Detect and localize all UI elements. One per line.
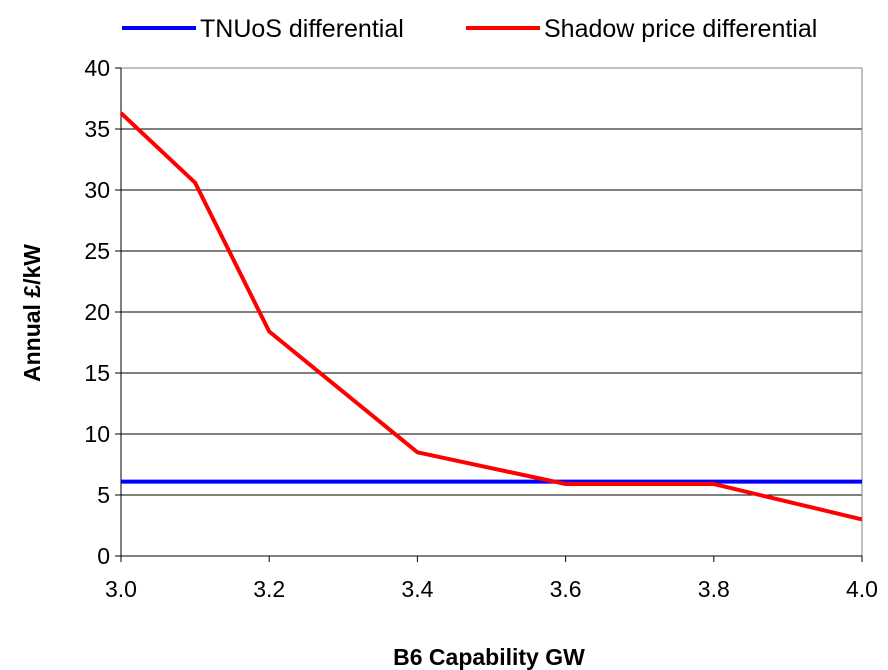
y-axis-title: Annual £/kW <box>19 244 45 382</box>
legend-label-tnuos: TNUoS differential <box>200 15 404 43</box>
x-tick-label: 3.4 <box>401 576 433 602</box>
y-tick-label: 0 <box>97 543 110 569</box>
y-tick-label: 40 <box>84 55 110 81</box>
legend-item-shadow-price: Shadow price differential <box>466 15 817 43</box>
x-axis-title: B6 Capability GW <box>393 644 585 670</box>
legend-label-shadow-price: Shadow price differential <box>544 15 817 43</box>
y-tick-label: 30 <box>84 177 110 203</box>
y-tick-label: 5 <box>97 482 110 508</box>
y-tick-label: 35 <box>84 116 110 142</box>
x-tick-label: 3.2 <box>253 576 285 602</box>
legend-item-tnuos: TNUoS differential <box>122 15 404 43</box>
y-tick-label: 25 <box>84 238 110 264</box>
x-tick-label: 4.0 <box>846 576 878 602</box>
x-tick-label: 3.0 <box>105 576 137 602</box>
y-tick-label: 10 <box>84 421 110 447</box>
legend: TNUoS differential Shadow price differen… <box>122 15 817 43</box>
x-tick-label: 3.6 <box>550 576 582 602</box>
y-axis-ticks: 0 5 10 15 20 25 30 35 40 <box>84 55 121 569</box>
x-axis-ticks: 3.0 3.2 3.4 3.6 3.8 4.0 <box>105 556 878 602</box>
series-lines <box>119 111 863 522</box>
gridlines <box>121 67 862 496</box>
x-tick-label: 3.8 <box>698 576 730 602</box>
y-tick-label: 15 <box>84 360 110 386</box>
y-tick-label: 20 <box>84 299 110 325</box>
series-line-shadow-price <box>119 111 863 522</box>
